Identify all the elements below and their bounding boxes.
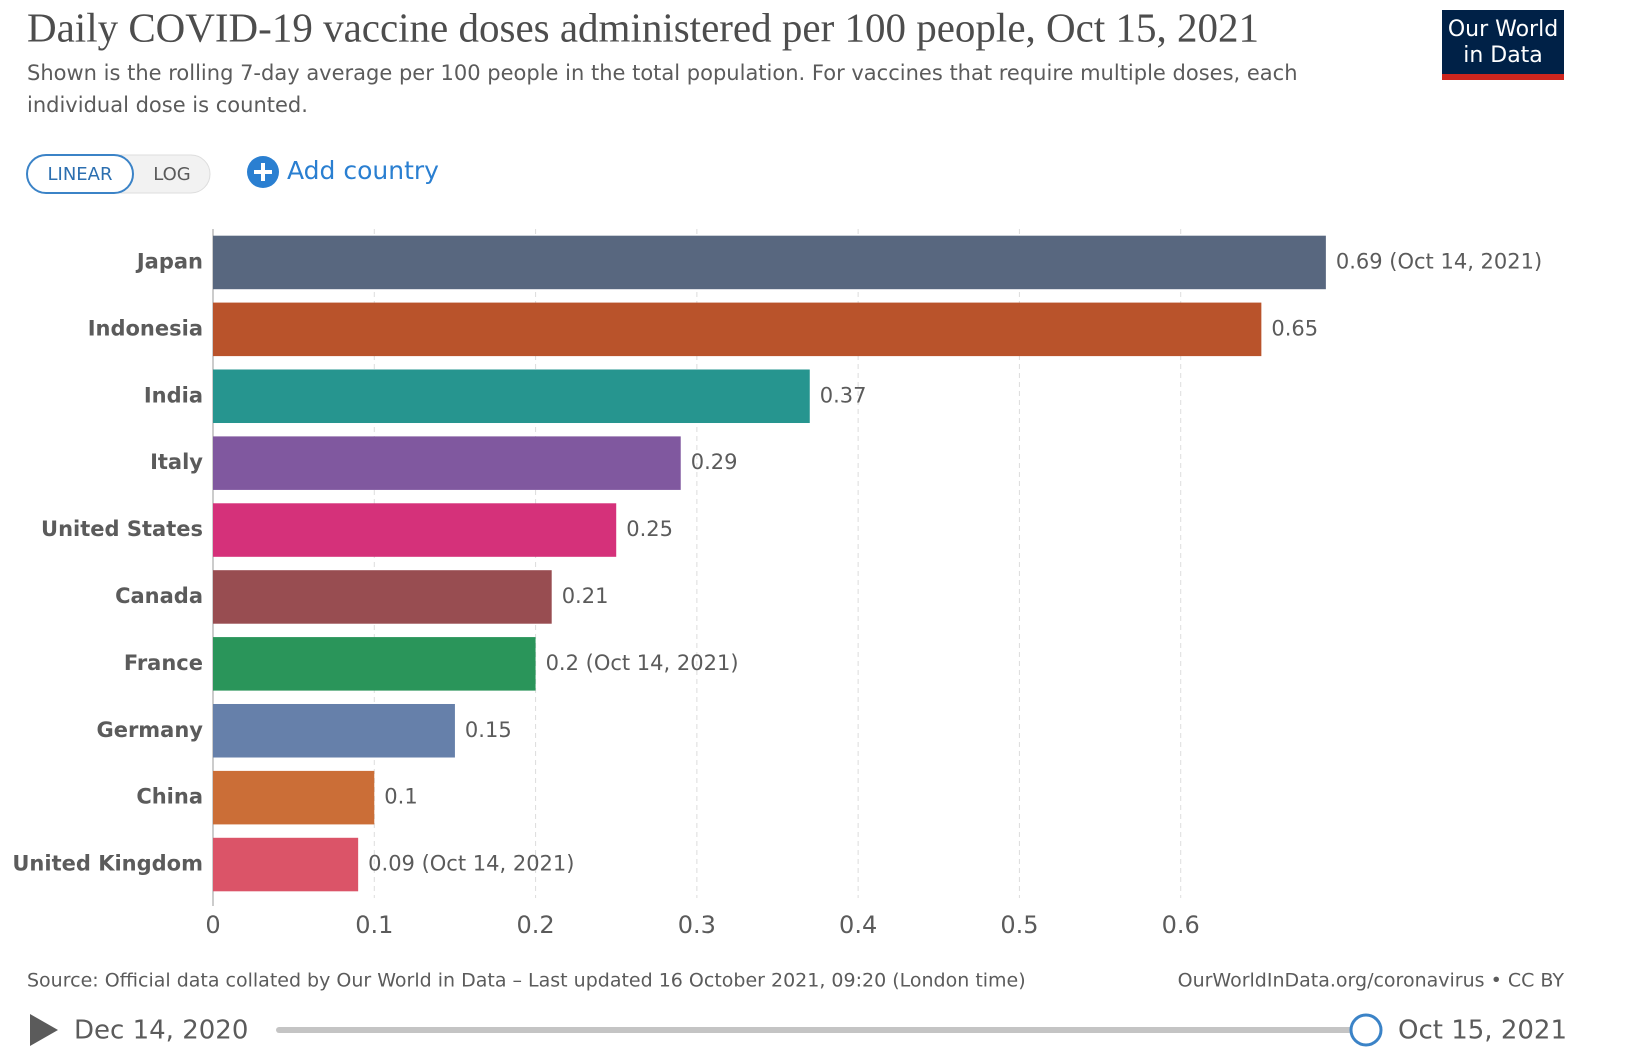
- y-tick-label: United States: [41, 517, 203, 541]
- bar: [213, 703, 455, 758]
- y-tick-label: France: [124, 651, 203, 675]
- timeline-end: Oct 15, 2021: [1398, 1016, 1567, 1046]
- bar: [213, 503, 617, 557]
- linear-button[interactable]: [26, 154, 134, 194]
- value-label: 0.65: [1271, 316, 1318, 340]
- bar: [213, 637, 536, 691]
- bar: [213, 770, 375, 825]
- x-tick-label: 0.6: [1162, 911, 1200, 939]
- value-label: 0.1: [384, 785, 417, 809]
- play-button[interactable]: [30, 1014, 58, 1046]
- subtitle: individual dose is counted.: [27, 93, 308, 117]
- y-tick-label: Canada: [115, 584, 203, 608]
- x-tick-label: 0.1: [355, 911, 393, 939]
- value-label: 0.37: [820, 383, 867, 407]
- url: OurWorldInData.org/coronavirus • CC BY: [1178, 970, 1565, 992]
- bar: [213, 369, 810, 424]
- y-tick-label: Indonesia: [88, 316, 203, 340]
- x-tick-label: 0.2: [516, 911, 554, 939]
- timeline-start: Dec 14, 2020: [74, 1016, 248, 1046]
- subtitle: Shown is the rolling 7-day average per 1…: [27, 61, 1298, 85]
- value-label: 0.29: [691, 450, 738, 474]
- plot: 0 0.1 0.2 0.3 0.4 0.5 0.6 Japan 0.69 (Oct 14, 20…: [12, 229, 1542, 939]
- timeline-handle[interactable]: [1349, 1013, 1383, 1047]
- x-tick-label: 0.5: [1000, 911, 1038, 939]
- log-button[interactable]: LOG: [153, 164, 191, 185]
- linear-label: LINEAR: [48, 164, 113, 185]
- bar: [213, 570, 552, 624]
- y-tick-label: Italy: [150, 450, 203, 474]
- y-tick-label: India: [144, 383, 203, 407]
- bar: [213, 302, 1262, 357]
- x-tick-label: 0.4: [839, 911, 877, 939]
- bar: [213, 235, 1326, 290]
- value-label: 0.69 (Oct 14, 2021): [1336, 249, 1542, 273]
- value-label: 0.2 (Oct 14, 2021): [546, 651, 739, 675]
- x-tick-label: 0: [205, 911, 220, 939]
- source: Source: Official data collated by Our Wo…: [27, 970, 1026, 992]
- logo-text: Our World: [1448, 17, 1558, 42]
- bar: [213, 436, 681, 490]
- timeline-track: [276, 1027, 1366, 1033]
- add-country[interactable]: Add country: [287, 156, 439, 185]
- bar: [213, 837, 359, 892]
- y-tick-label: Germany: [96, 718, 203, 742]
- value-label: 0.15: [465, 718, 512, 742]
- y-tick-label: United Kingdom: [12, 852, 203, 876]
- logo-text: in Data: [1463, 43, 1543, 68]
- chart-title: Daily COVID-19 vaccine doses administere…: [27, 4, 1259, 50]
- x-tick-label: 0.3: [678, 911, 716, 939]
- logo[interactable]: Our World in Data: [1442, 10, 1564, 80]
- value-label: 0.09 (Oct 14, 2021): [368, 852, 574, 876]
- y-tick-label: Japan: [135, 249, 203, 273]
- logo-box: [1442, 10, 1564, 74]
- y-tick-label: China: [136, 785, 203, 809]
- value-label: 0.21: [562, 584, 609, 608]
- logo-strip: [1442, 74, 1564, 80]
- plus: [254, 163, 272, 181]
- value-label: 0.25: [626, 517, 673, 541]
